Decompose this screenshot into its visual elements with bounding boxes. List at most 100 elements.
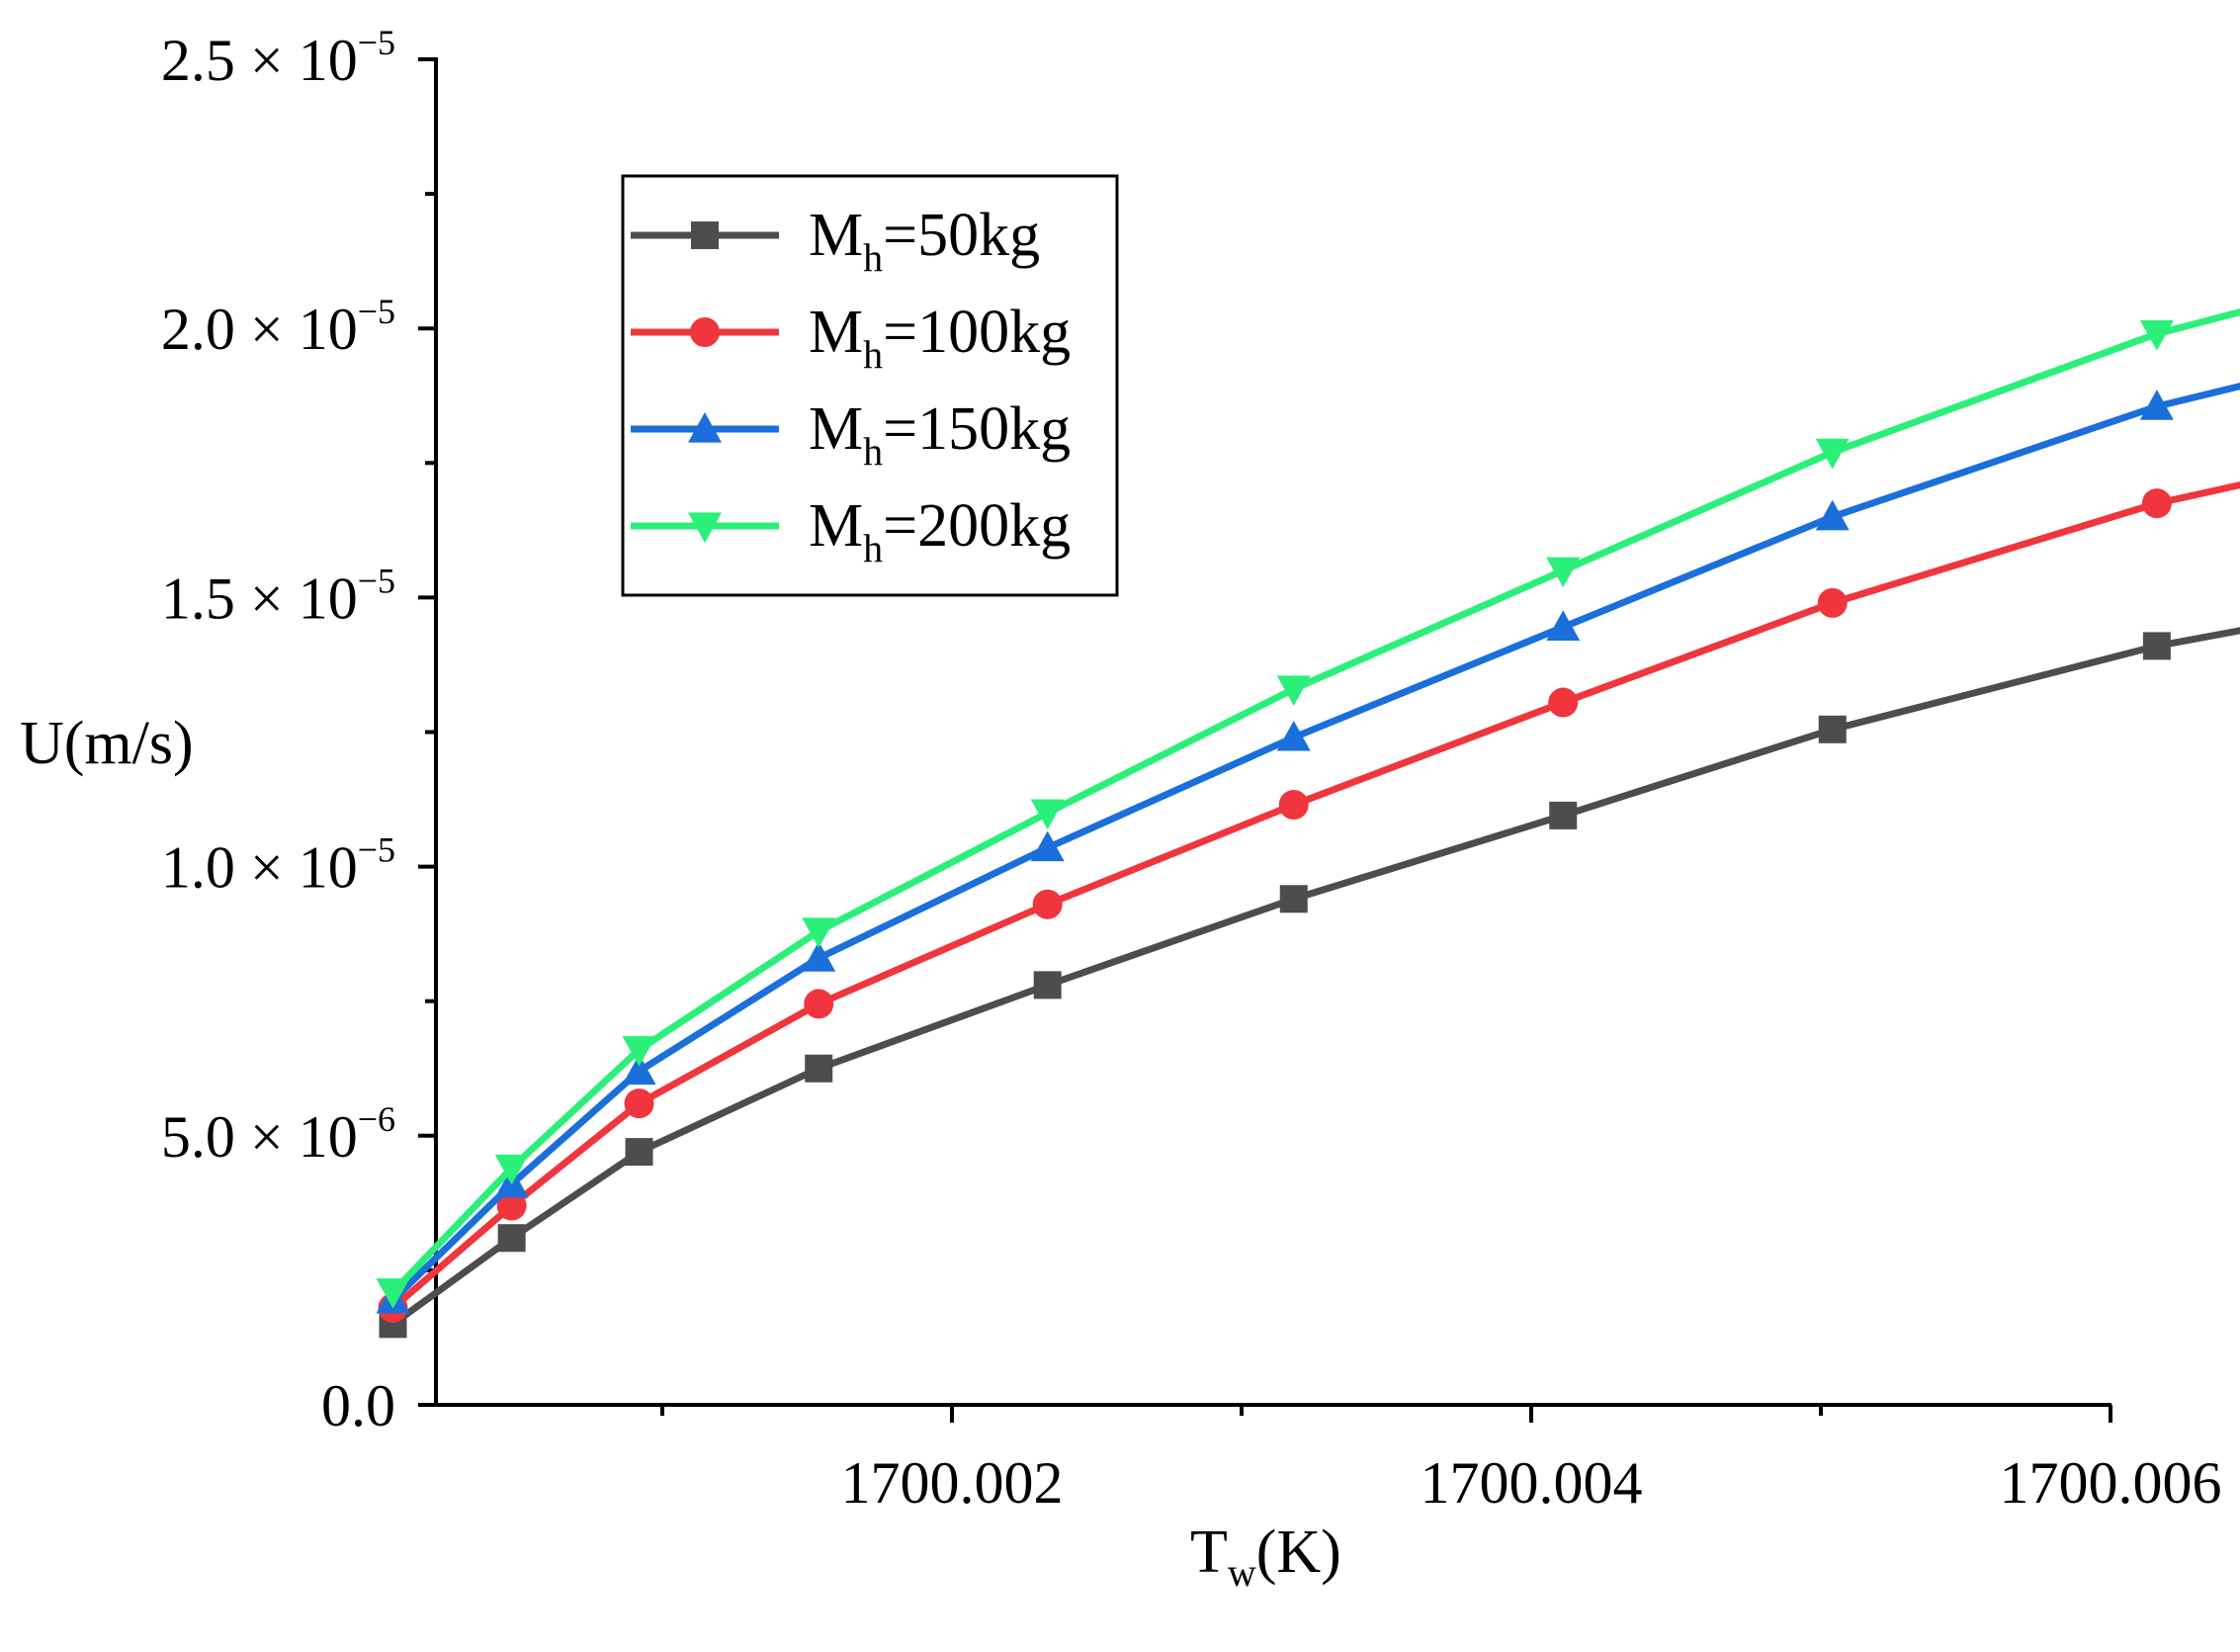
- y-tick-mantissa: 2.5: [161, 28, 235, 93]
- y-tick-base: 10: [299, 835, 358, 901]
- y-tick-mantissa: 0.0: [321, 1373, 395, 1438]
- y-tick-exponent: −5: [358, 23, 395, 62]
- y-tick-exponent: −5: [358, 830, 395, 870]
- y-tick-exponent: −6: [358, 1099, 395, 1139]
- data-point: [622, 1054, 656, 1086]
- legend-label-suffix: =100kg: [883, 299, 1071, 366]
- y-tick-times: ×: [235, 1104, 299, 1170]
- data-point: [1815, 438, 1850, 470]
- legend-label-suffix: =50kg: [883, 202, 1040, 269]
- data-point: [496, 1190, 527, 1221]
- legend-item: Mh=150kg: [631, 395, 1071, 474]
- y-tick-times: ×: [235, 835, 299, 901]
- series-circle: [378, 481, 2240, 1324]
- y-tick-label: 2.5 × 10−5: [161, 23, 395, 93]
- y-tick-base: 10: [299, 565, 358, 631]
- series-triangle-down: [376, 307, 2240, 1309]
- y-tick-mantissa: 2.0: [161, 297, 235, 362]
- x-tick-label: 1700.004: [1421, 1450, 1643, 1516]
- data-point: [497, 1224, 526, 1253]
- legend-swatch-marker: [688, 512, 722, 543]
- x-axis-title-unit: (K): [1256, 1519, 1341, 1586]
- series-line: [389, 307, 2240, 1295]
- legend-item: Mh=100kg: [631, 299, 1071, 377]
- data-point: [1818, 715, 1847, 743]
- y-tick-exponent: −5: [358, 561, 395, 600]
- data-point: [622, 1036, 656, 1067]
- data-point: [624, 1088, 654, 1119]
- legend-label-main: M: [809, 492, 863, 560]
- y-tick-label: 0.0: [321, 1373, 395, 1438]
- data-point: [1549, 801, 1578, 829]
- data-point: [1033, 971, 1062, 1000]
- legend-label-sub: h: [863, 526, 883, 570]
- data-point: [802, 941, 836, 972]
- legend-label-main: M: [809, 299, 863, 366]
- legend-label: Mh=150kg: [809, 395, 1071, 474]
- legend-label-sub: h: [863, 429, 883, 474]
- data-point: [1030, 830, 1065, 862]
- legend-swatch-marker: [690, 317, 720, 347]
- y-axis-title: U(m/s): [20, 710, 194, 777]
- y-tick-times: ×: [235, 28, 299, 93]
- legend-label-sub: h: [863, 235, 883, 280]
- y-tick-label: 2.0 × 10−5: [161, 292, 395, 362]
- series-line: [390, 382, 2240, 1303]
- legend-label: Mh=200kg: [809, 492, 1071, 570]
- x-axis-title-main: T: [1190, 1519, 1228, 1586]
- y-tick-exponent: −5: [358, 292, 395, 331]
- legend-item: Mh=200kg: [631, 492, 1071, 570]
- y-tick-label: 1.0 × 10−5: [161, 830, 395, 901]
- x-axis-title-sub: w: [1228, 1550, 1256, 1595]
- legend-swatch-marker: [688, 412, 722, 443]
- data-point: [1815, 499, 1850, 531]
- data-point: [2141, 488, 2172, 519]
- data-point: [1278, 789, 1309, 820]
- y-tick-mantissa: 5.0: [161, 1104, 235, 1170]
- legend-label-suffix: =200kg: [883, 492, 1071, 560]
- x-tick-label: 1700.002: [841, 1450, 1064, 1516]
- y-tick-times: ×: [235, 297, 299, 362]
- legend-label: Mh=100kg: [809, 299, 1071, 377]
- legend-label-suffix: =150kg: [883, 395, 1071, 463]
- x-ticks: 1700.002 1700.004 1700.006: [660, 1405, 2222, 1516]
- series-layer: [376, 307, 2240, 1339]
- legend-label-main: M: [809, 202, 863, 269]
- data-point: [1546, 610, 1581, 641]
- legend-label-sub: h: [863, 332, 883, 377]
- y-tick-base: 10: [299, 1104, 358, 1170]
- y-tick-label: 1.5 × 10−5: [161, 561, 395, 631]
- y-tick-times: ×: [235, 565, 299, 631]
- x-tick-label: 1700.006: [2000, 1450, 2222, 1516]
- data-point: [805, 1054, 833, 1083]
- data-point: [1276, 720, 1311, 751]
- series-square: [379, 627, 2240, 1339]
- data-point: [1817, 587, 1848, 618]
- data-point: [494, 1154, 529, 1185]
- series-line: [390, 627, 2240, 1328]
- data-point: [1276, 675, 1311, 706]
- y-tick-base: 10: [299, 28, 358, 93]
- x-axis-title: Tw(K): [1190, 1519, 1341, 1595]
- y-ticks: 0.05.0 × 10−61.0 × 10−51.5 × 10−52.0 × 1…: [161, 23, 436, 1438]
- data-point: [802, 917, 836, 948]
- legend-label-main: M: [809, 395, 863, 463]
- legend-swatch-marker: [691, 221, 719, 249]
- data-point: [376, 1278, 410, 1309]
- data-point: [804, 989, 834, 1019]
- data-point: [1032, 889, 1063, 919]
- y-tick-mantissa: 1.5: [161, 565, 235, 631]
- y-tick-base: 10: [299, 297, 358, 362]
- y-tick-mantissa: 1.0: [161, 835, 235, 901]
- legend-label: Mh=50kg: [809, 202, 1040, 280]
- data-point: [2139, 320, 2174, 351]
- data-point: [2142, 632, 2171, 660]
- data-point: [625, 1138, 653, 1167]
- data-point: [1030, 799, 1065, 830]
- legend-item: Mh=50kg: [631, 202, 1040, 280]
- data-point: [1279, 885, 1308, 913]
- data-point: [2139, 390, 2174, 420]
